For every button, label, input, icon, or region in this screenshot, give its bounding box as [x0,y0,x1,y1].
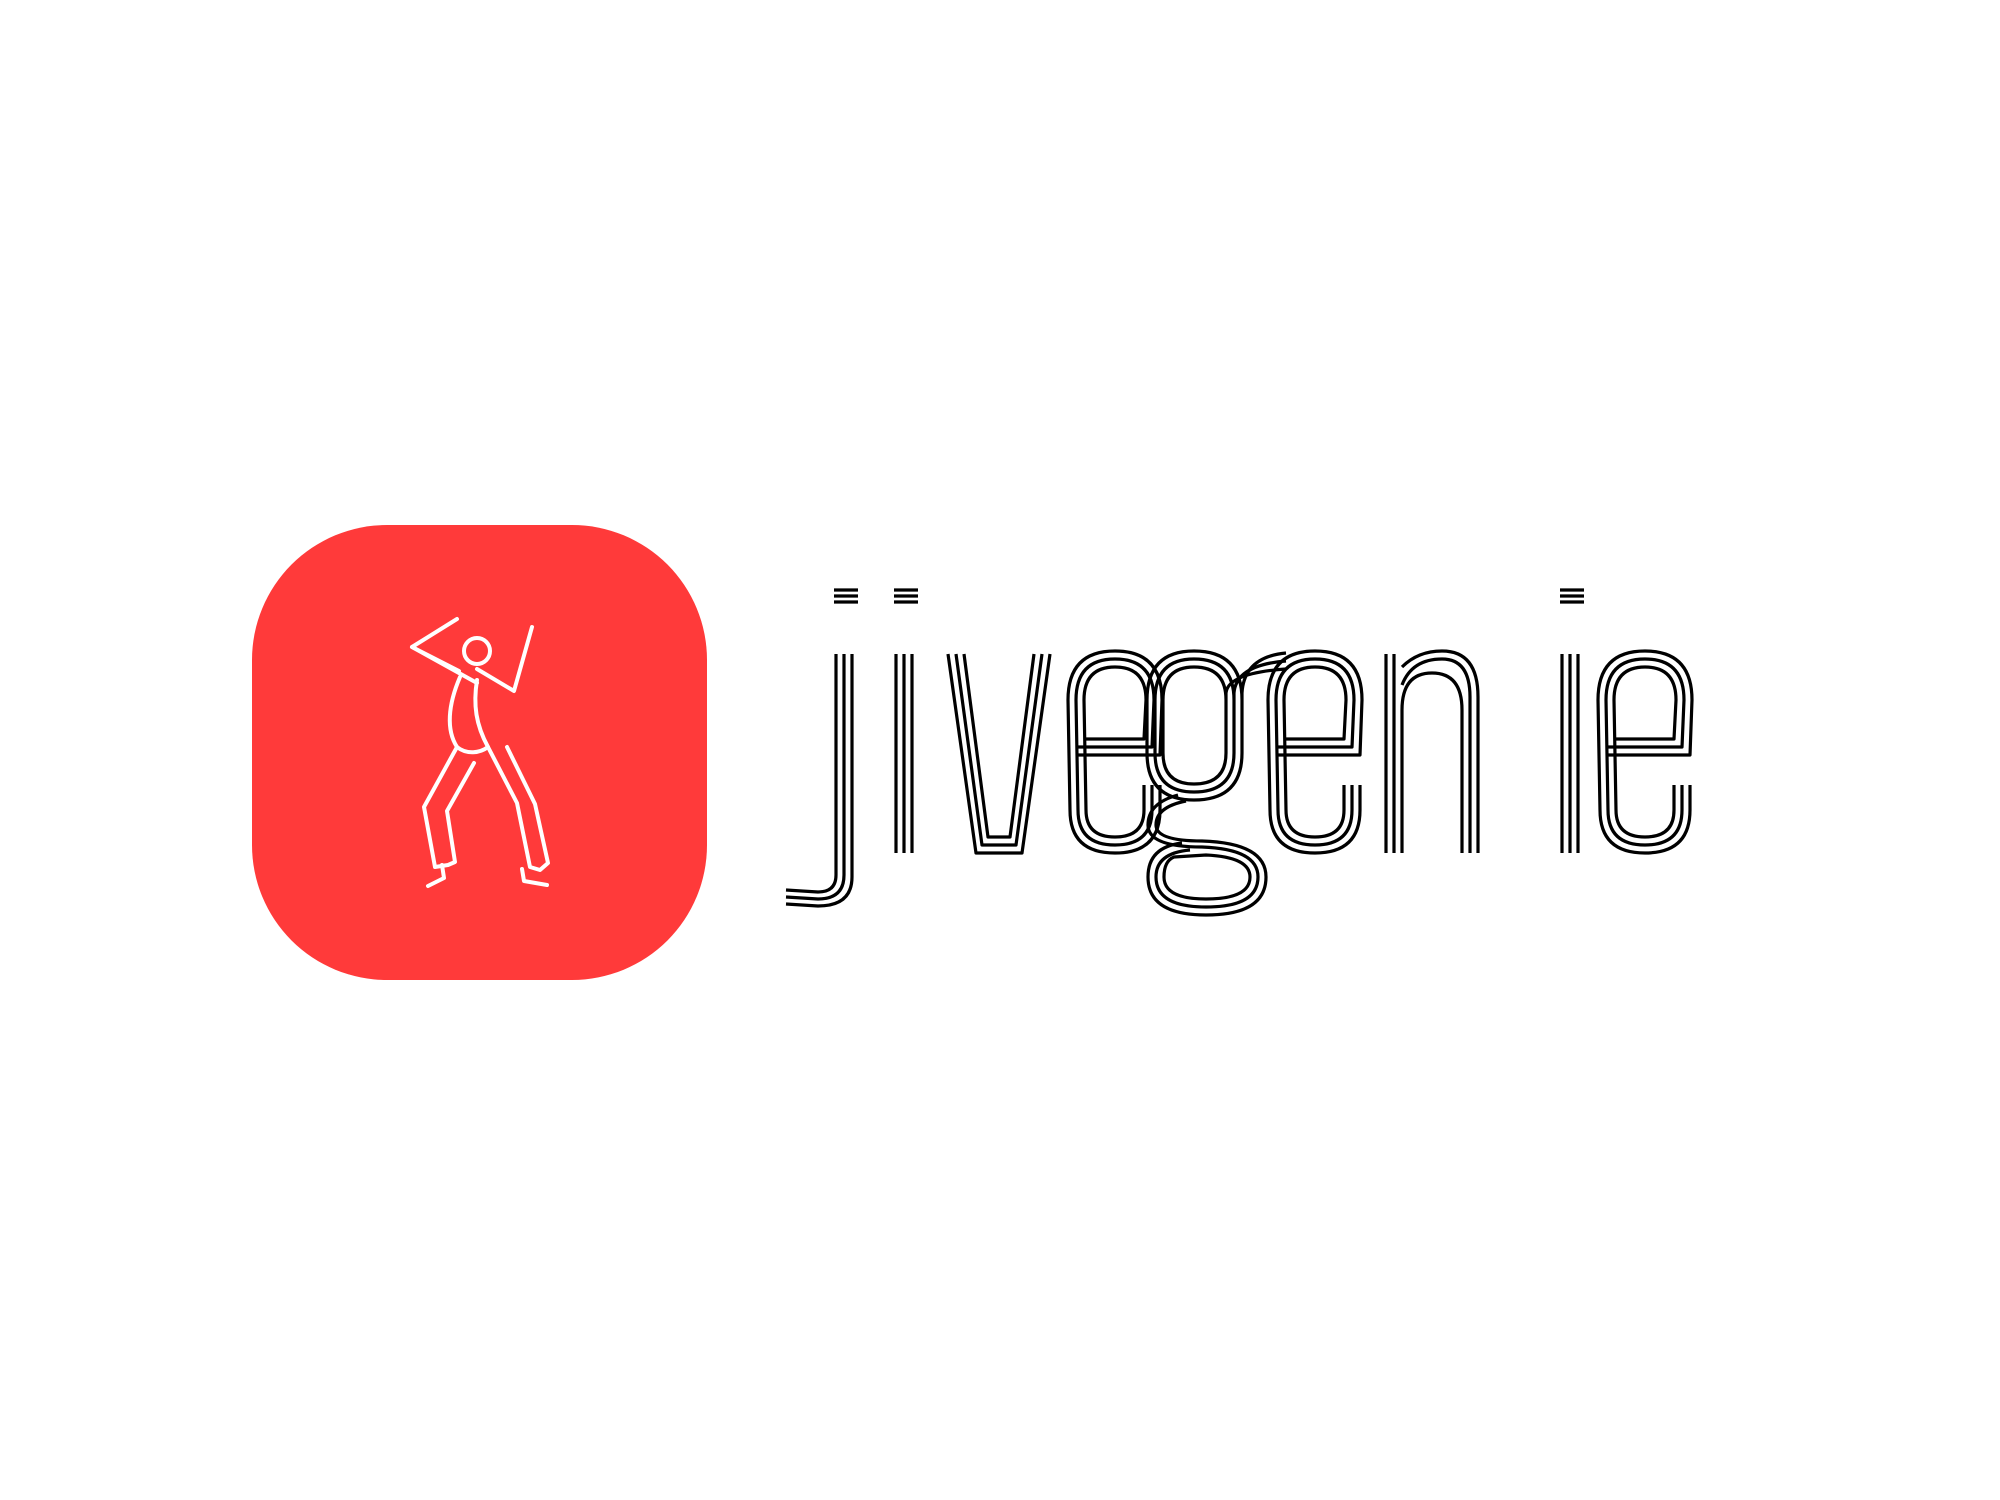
letter-g [1145,649,1287,917]
brand-wordmark: jivegenie [782,585,1762,925]
letter-e-3 [1596,649,1694,855]
letter-i [894,588,918,853]
letter-n [1384,649,1480,853]
letter-e-1 [1066,649,1164,855]
letter-j [785,588,858,908]
dancing-figure-icon [410,617,550,888]
letter-i-2 [1560,588,1584,853]
letter-e-2 [1266,649,1364,855]
app-icon [252,525,707,980]
letter-v [946,653,1052,855]
